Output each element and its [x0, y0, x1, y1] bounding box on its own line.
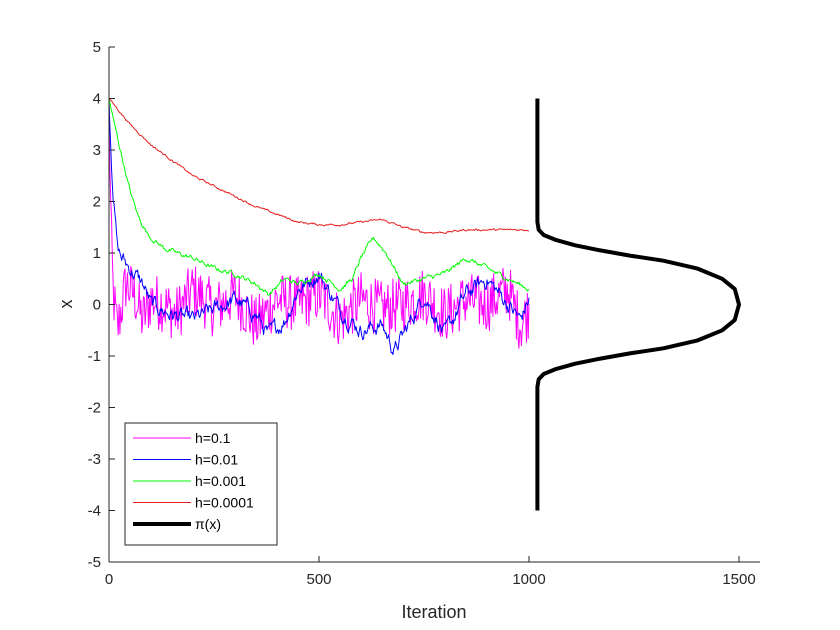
legend-entry: h=0.1 — [195, 430, 231, 446]
y-tick-label: -5 — [88, 554, 101, 571]
series-line-4 — [535, 98, 741, 511]
legend-entry: h=0.001 — [195, 473, 246, 489]
x-tick-label: 1000 — [512, 571, 545, 588]
axes-layer: 0 500 1000 1500 -5 -4 -3 -2 -1 0 1 2 3 4 5 — [88, 39, 760, 588]
x-tick-label: 1500 — [722, 571, 755, 588]
x-tick-label: 500 — [306, 571, 331, 588]
y-tick-label: -1 — [88, 348, 101, 365]
y-tick-label: 5 — [93, 39, 101, 56]
y-tick-label: 3 — [93, 142, 101, 159]
x-axis-label: Iteration — [401, 602, 466, 622]
series-line-3 — [108, 98, 530, 234]
y-tick-label: 1 — [93, 245, 101, 262]
y-tick-label: -3 — [88, 451, 101, 468]
legend-entry: h=0.0001 — [195, 495, 254, 511]
y-axis-label: x — [56, 300, 76, 309]
legend-entry: h=0.01 — [195, 452, 238, 468]
legend-entry: π(x) — [195, 516, 221, 532]
y-tick-label: 0 — [93, 297, 101, 314]
y-tick-label: 4 — [93, 91, 101, 108]
y-tick-label: 2 — [93, 194, 101, 211]
y-tick-label: -2 — [88, 400, 101, 417]
x-tick-label: 0 — [105, 571, 113, 588]
legend: h=0.1 h=0.01 h=0.001 h=0.0001 π(x) — [124, 422, 278, 546]
series-line-1 — [108, 98, 530, 355]
y-tick-label: -4 — [88, 503, 101, 520]
series-layer — [108, 98, 741, 511]
series-line-0 — [108, 103, 530, 349]
series-line-2 — [108, 98, 530, 296]
